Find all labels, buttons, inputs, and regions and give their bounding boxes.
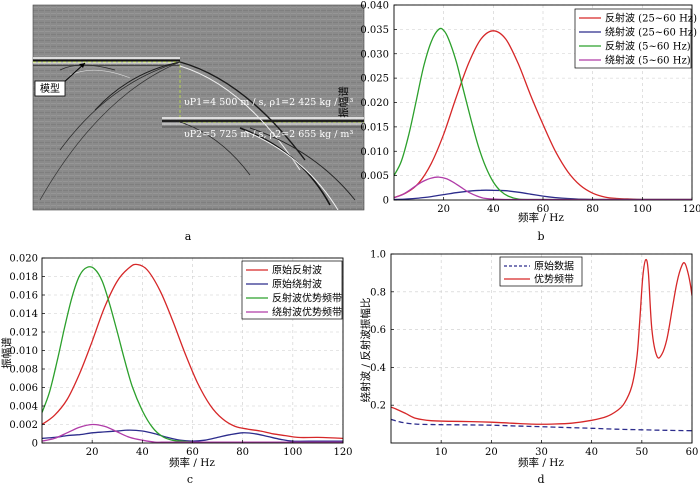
x-tick-label: 60 [537,204,550,215]
x-tick-label: 40 [487,204,500,215]
legend-label-3: 反射波 (5~60 Hz) [605,40,691,53]
upper-layer-label: υP1=4 500 m / s, ρ1=2 425 kg / m³ [184,97,353,108]
panel-label-c: c [187,473,193,486]
y-tick-label: 1.0 [370,250,386,261]
y-tick-label: 0 [383,196,389,207]
x-tick-label: 80 [236,447,249,458]
x-tick-label: 30 [535,447,548,458]
y-tick-label: 0.014 [9,309,38,320]
seismic-background [32,4,365,211]
series-line-1 [42,263,343,440]
x-tick-label: 50 [635,447,648,458]
legend-label-2: 优势频带 [534,273,574,286]
chart-d: 10 20 30 40 50 60 0.2 0.4 0.6 0.8 1.0 频率 / Hz 绕射波 / … [359,250,698,487]
y-axis-label: 绕射波 / 反射波振幅比 [359,298,372,403]
x-tick-label: 40 [585,447,598,458]
legend: 反射波 (25~60 Hz)绕射波 (25~60 Hz)反射波 (5~60 Hz… [574,8,697,69]
y-tick-label: 0.8 [370,287,386,298]
legend-box [499,256,583,287]
legend-label-1: 原始数据 [534,260,574,273]
x-tick-label: 10 [435,447,448,458]
y-tick-label: 0 [32,439,38,450]
x-axis-label: 频率 / Hz [169,456,215,469]
x-tick-label: 60 [186,447,199,458]
chart-b: 20 40 60 80 100 120 0 0.005 0.010 0.015 0.020 0.025… [337,1,700,244]
y-tick-label: 0.040 [360,1,389,12]
panel-label-a: a [185,230,192,243]
panel-label-b: b [537,230,544,243]
y-tick-label: 0.025 [360,74,389,85]
series-line-2 [42,429,343,442]
x-tick-label: 120 [333,447,352,458]
y-tick-label: 0.020 [360,98,389,109]
x-tick-label: 20 [485,447,498,458]
x-tick-label: 100 [633,204,652,215]
y-tick-label: 0.030 [360,49,389,60]
seismic-panel: 模型 υP1=4 500 m / s, ρ1=2 425 kg / m³ υP2… [32,4,365,243]
legend-label-3: 反射波优势频带 [272,292,342,305]
legend-box [574,8,692,69]
y-tick-label: 0.2 [370,401,386,412]
series-line-4 [42,423,343,443]
legend-label-4: 绕射波优势频带 [272,306,342,319]
y-tick-label: 0.012 [9,328,38,339]
y-axis-label: 振幅谱 [337,86,350,118]
y-tick-label: 0.008 [9,365,38,376]
series-line-4 [394,176,692,200]
x-tick-label: 100 [283,447,302,458]
model-arrow [61,62,86,85]
model-label: 模型 [40,82,60,95]
legend-label-4: 绕射波 (5~60 Hz) [605,54,691,67]
legend-box [241,260,343,320]
series-line-1 [391,418,692,432]
y-tick-label: 0.4 [370,363,386,374]
model-arrow-head [79,63,85,68]
series-line-2 [391,258,692,425]
x-tick-label: 80 [586,204,599,215]
x-tick-label: 60 [686,447,699,458]
y-axis-label: 振幅谱 [0,337,13,369]
y-tick-label: 0.015 [360,122,389,133]
y-tick-label: 0.035 [360,25,389,36]
legend-label-2: 绕射波 (25~60 Hz) [605,26,697,39]
chart-c: 20 40 60 80 100 120 0 0.002 0.004 0.006 0.008 0.010… [0,254,353,487]
legend-label-1: 反射波 (25~60 Hz) [605,12,697,25]
legend-label-1: 原始反射波 [272,264,322,277]
lower-layer-label: υP2=5 725 m / s, ρ2=2 655 kg / m³ [184,129,353,140]
y-tick-label: 0.6 [370,325,386,336]
x-tick-label: 120 [682,204,700,215]
y-tick-label: 0.010 [9,346,38,357]
x-tick-label: 20 [437,204,450,215]
seismic-events [33,57,364,210]
y-tick-label: 0.002 [9,420,38,431]
y-tick-label: 0.020 [9,254,38,265]
y-tick-label: 0.006 [9,383,38,394]
x-tick-label: 20 [86,447,99,458]
y-tick-label: 0.016 [9,291,38,302]
x-axis-label: 频率 / Hz [518,456,564,469]
x-tick-label: 40 [136,447,149,458]
y-tick-label: 0.010 [360,147,389,158]
y-tick-label: 0.005 [360,171,389,182]
model-label-box [34,80,66,97]
panel-label-d: d [537,473,544,486]
y-tick-label: 0.004 [9,402,38,413]
x-axis-label: 频率 / Hz [518,211,564,224]
y-tick-label: 0.018 [9,272,38,283]
legend-label-2: 原始绕射波 [272,278,322,291]
